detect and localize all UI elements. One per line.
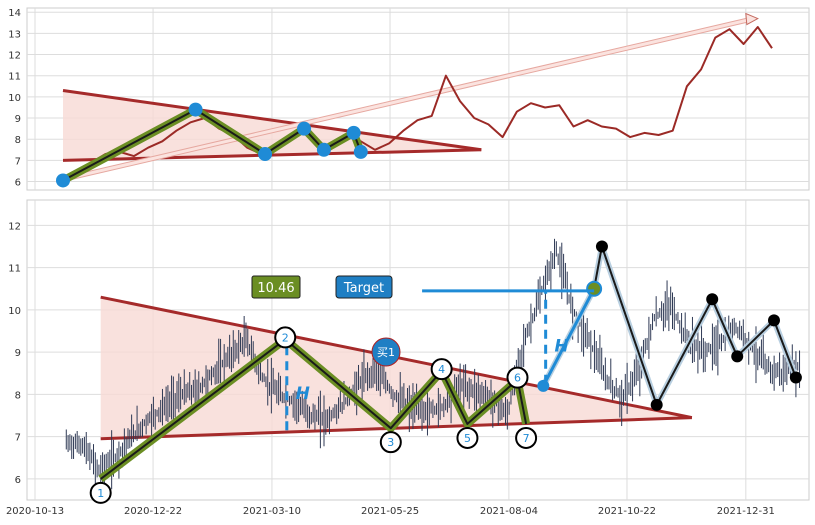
detail-height-marks: HH bbox=[285, 290, 569, 431]
overview-y-tick: 14 bbox=[8, 8, 21, 19]
detail-x-axis: 2020-10-13 2020-12-22 2021-03-10 2021-05-25… bbox=[6, 506, 775, 517]
overview-pivot-marker bbox=[56, 173, 70, 188]
buy-signal-text: 买1 bbox=[377, 346, 395, 359]
detail-x-tick: 2021-05-25 bbox=[361, 506, 419, 517]
overview-pivot-marker bbox=[353, 144, 368, 159]
overview-y-axis: 6 7 8 9 10 11 12 13 14 bbox=[8, 8, 21, 188]
overview-y-tick: 11 bbox=[8, 72, 21, 83]
buy-signal-marker bbox=[371, 337, 401, 367]
height-label: H bbox=[555, 336, 569, 356]
breakout-marker bbox=[537, 379, 550, 392]
detail-lower-trendline bbox=[100, 416, 692, 441]
detail-projection-segment bbox=[541, 288, 596, 387]
detail-x-tick: 2020-12-22 bbox=[124, 506, 182, 517]
detail-x-tick: 2021-03-10 bbox=[243, 506, 301, 517]
swing-point-marker bbox=[789, 371, 802, 384]
detail-y-tick: 7 bbox=[15, 433, 21, 444]
overview-pivot-marker bbox=[346, 125, 361, 140]
overview-triangle-fill bbox=[63, 90, 482, 161]
overview-pivot-marker bbox=[188, 102, 203, 117]
overview-y-tick: 10 bbox=[8, 93, 21, 104]
buy-signal: 买1 bbox=[371, 337, 401, 367]
detail-y-tick: 9 bbox=[15, 348, 21, 359]
detail-y-axis: 6 7 8 9 10 11 12 bbox=[8, 221, 21, 486]
overview-upper-trendline bbox=[62, 89, 482, 152]
price-label-box bbox=[251, 275, 301, 299]
pivot-label-text: 2 bbox=[282, 331, 289, 344]
detail-x-tick: 2021-08-04 bbox=[480, 506, 538, 517]
overview-projection-arrow bbox=[62, 12, 759, 182]
pivot-label-text: 3 bbox=[387, 436, 394, 449]
target-label-text: Target bbox=[343, 281, 384, 296]
overview-y-tick: 13 bbox=[8, 29, 21, 40]
pivot-label-circle bbox=[456, 426, 479, 449]
detail-zigzag-extension bbox=[537, 240, 802, 411]
pivot-label-text: 6 bbox=[514, 372, 521, 385]
detail-pivots: 1 2 3 4 5 6 7 bbox=[89, 326, 538, 504]
overview-pivot-marker bbox=[258, 147, 273, 162]
overview-arrow-head bbox=[745, 12, 759, 26]
pivot-label-text: 7 bbox=[523, 432, 530, 445]
overview-pivot-marker bbox=[297, 121, 312, 136]
detail-y-tick: 10 bbox=[8, 306, 21, 317]
overview-price-series bbox=[62, 26, 773, 181]
detail-x-tick: 2021-12-31 bbox=[717, 506, 775, 517]
detail-y-tick: 8 bbox=[15, 390, 21, 401]
target-label-box bbox=[335, 275, 393, 299]
pivot-label-circle bbox=[430, 358, 453, 381]
detail-triangle-fill bbox=[100, 297, 692, 439]
pivot-label-text: 5 bbox=[464, 432, 471, 445]
overview-grid bbox=[27, 8, 809, 190]
pivot-label-circle bbox=[506, 366, 529, 389]
height-label: H bbox=[296, 384, 310, 404]
swing-point-marker bbox=[767, 314, 780, 327]
price-label-text: 10.46 bbox=[257, 281, 294, 296]
target-reached-marker bbox=[586, 280, 603, 297]
detail-x-tick: 2020-10-13 bbox=[6, 506, 64, 517]
overview-price-line bbox=[62, 26, 773, 181]
pivot-label-circle bbox=[379, 431, 402, 454]
overview-y-tick: 9 bbox=[15, 114, 21, 125]
overview-y-tick: 6 bbox=[15, 178, 21, 189]
swing-point-marker bbox=[706, 293, 719, 306]
price-label: 10.46 bbox=[251, 275, 301, 299]
pivot-label-circle bbox=[89, 481, 112, 504]
detail-y-tick: 11 bbox=[8, 264, 21, 275]
overview-y-tick: 7 bbox=[15, 156, 21, 167]
overview-panel: 6 7 8 9 10 11 12 13 14 bbox=[8, 7, 810, 191]
swing-point-marker bbox=[595, 240, 608, 253]
overview-pivot-marker bbox=[316, 142, 331, 157]
detail-x-tick: 2021-10-22 bbox=[598, 506, 656, 517]
overview-y-tick: 8 bbox=[15, 135, 21, 146]
target-label: Target bbox=[335, 275, 393, 299]
pivot-label-text: 4 bbox=[438, 363, 445, 376]
overview-y-tick: 12 bbox=[8, 51, 21, 62]
pivot-label-text: 1 bbox=[97, 487, 104, 500]
detail-y-tick: 6 bbox=[15, 475, 21, 486]
pivot-label-circle bbox=[515, 426, 538, 449]
swing-point-marker bbox=[731, 350, 744, 363]
overview-arrow-shaft-inner bbox=[62, 18, 751, 181]
pivot-label-circle bbox=[274, 326, 297, 349]
overview-lower-trendline bbox=[62, 148, 482, 162]
detail-y-tick: 12 bbox=[8, 221, 21, 232]
overview-pivots bbox=[56, 102, 368, 188]
swing-point-marker bbox=[650, 398, 663, 411]
overview-triangle bbox=[62, 89, 482, 162]
